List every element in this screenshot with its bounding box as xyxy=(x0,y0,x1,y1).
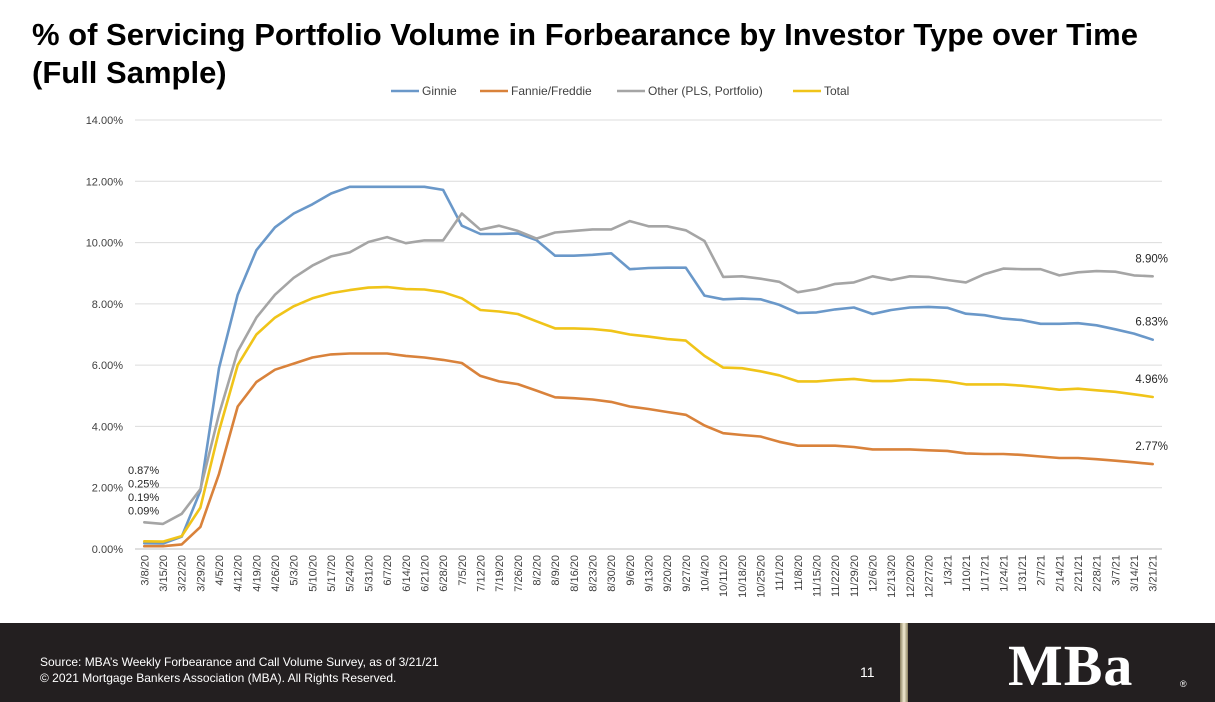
x-tick-label: 1/17/21 xyxy=(980,555,992,592)
x-tick-label: 10/25/20 xyxy=(756,555,768,598)
data-label: 0.09% xyxy=(128,506,159,518)
registered-mark: ® xyxy=(1180,679,1187,689)
x-tick-label: 9/13/20 xyxy=(644,555,656,592)
x-tick-label: 11/1/20 xyxy=(774,555,786,591)
x-tick-label: 9/6/20 xyxy=(625,555,637,586)
x-tick-label: 6/7/20 xyxy=(382,555,394,586)
x-tick-label: 1/24/21 xyxy=(998,555,1010,592)
x-tick-label: 9/20/20 xyxy=(662,555,674,592)
legend-label: Fannie/Freddie xyxy=(511,84,592,98)
x-tick-label: 11/8/20 xyxy=(793,555,805,591)
x-tick-label: 2/14/21 xyxy=(1054,555,1066,592)
x-tick-label: 4/12/20 xyxy=(233,555,245,592)
series-line-fannie-freddie xyxy=(143,352,1154,548)
x-tick-label: 3/15/20 xyxy=(158,555,170,592)
footer-divider-bar xyxy=(900,623,908,702)
x-tick-label: 12/20/20 xyxy=(905,555,917,598)
series-line-other-pls-portfolio xyxy=(143,212,1154,526)
x-tick-label: 2/7/21 xyxy=(1036,555,1048,586)
x-tick-label: 8/9/20 xyxy=(550,555,562,586)
data-label: 0.25% xyxy=(128,479,159,491)
x-tick-label: 9/27/20 xyxy=(681,555,693,592)
x-tick-label: 7/26/20 xyxy=(513,555,525,592)
footer: Source: MBA’s Weekly Forbearance and Cal… xyxy=(0,623,1215,702)
y-tick-label: 10.00% xyxy=(86,238,124,250)
series-lines xyxy=(143,185,1154,548)
x-tick-label: 5/17/20 xyxy=(326,555,338,592)
series-line-total xyxy=(143,285,1154,543)
x-tick-label: 4/26/20 xyxy=(270,555,282,592)
y-tick-label: 2.00% xyxy=(92,483,123,495)
title-line-2: (Full Sample) xyxy=(32,55,227,90)
page-number: 11 xyxy=(860,664,875,680)
x-tick-label: 12/6/20 xyxy=(868,555,880,592)
x-tick-label: 5/3/20 xyxy=(289,555,301,586)
x-tick-label: 8/2/20 xyxy=(531,555,543,586)
slide-title: % of Servicing Portfolio Volume in Forbe… xyxy=(32,16,1202,92)
x-tick-label: 6/14/20 xyxy=(401,555,413,592)
x-tick-label: 1/3/21 xyxy=(942,555,954,586)
y-tick-label: 6.00% xyxy=(92,360,123,372)
data-label: 0.19% xyxy=(128,492,159,504)
x-tick-label: 1/10/21 xyxy=(961,555,973,592)
title-line-1: % of Servicing Portfolio Volume in Forbe… xyxy=(32,17,1138,52)
x-tick-label: 2/21/21 xyxy=(1073,555,1085,592)
x-tick-label: 12/13/20 xyxy=(886,555,898,598)
data-label: 2.77% xyxy=(1135,441,1168,453)
x-tick-label: 3/21/21 xyxy=(1148,555,1160,592)
forbearance-line-chart: 0.00% 2.00% 4.00% 6.00% 8.00% 10.00% 12.00% 14.… xyxy=(86,84,1168,598)
x-tick-label: 6/28/20 xyxy=(438,555,450,592)
x-tick-label: 11/22/20 xyxy=(830,555,842,597)
data-labels: 0.87% 0.25%0.19% 0.09% 8.90% 6.83% 4.96% 2.77% xyxy=(128,253,1168,517)
legend-label: Ginnie xyxy=(422,84,457,98)
x-tick-label: 8/30/20 xyxy=(606,555,618,592)
x-tick-label: 8/23/20 xyxy=(587,555,599,592)
x-tick-label: 3/8/20 xyxy=(139,555,151,586)
x-tick-label: 3/22/20 xyxy=(177,555,189,592)
footer-source: Source: MBA’s Weekly Forbearance and Cal… xyxy=(40,654,439,686)
series-line-ginnie xyxy=(143,185,1154,545)
x-tick-label: 10/18/20 xyxy=(737,555,749,598)
x-tick-label: 1/31/21 xyxy=(1017,555,1029,592)
x-tick-label: 7/5/20 xyxy=(457,555,469,586)
y-tick-label: 8.00% xyxy=(92,299,123,311)
legend: Ginnie Fannie/Freddie Other (PLS, Portfoli… xyxy=(391,84,849,98)
x-tick-label: 3/7/21 xyxy=(1110,555,1122,586)
y-axis-ticks: 0.00% 2.00% 4.00% 6.00% 8.00% 10.00% 12.00% 14.… xyxy=(86,115,124,556)
y-tick-label: 4.00% xyxy=(92,421,123,433)
copyright-text: © 2021 Mortgage Bankers Association (MBA… xyxy=(40,671,397,685)
x-tick-label: 11/29/20 xyxy=(849,555,861,597)
source-text: Source: MBA’s Weekly Forbearance and Cal… xyxy=(40,655,439,669)
x-tick-label: 3/29/20 xyxy=(195,555,207,592)
data-label: 6.83% xyxy=(1135,317,1168,329)
x-tick-label: 4/19/20 xyxy=(251,555,263,592)
x-tick-label: 10/4/20 xyxy=(700,555,712,592)
x-tick-label: 12/27/20 xyxy=(924,555,936,598)
y-tick-label: 14.00% xyxy=(86,115,124,127)
data-label: 0.87% xyxy=(128,465,159,477)
x-tick-label: 5/10/20 xyxy=(307,555,319,592)
legend-label: Other (PLS, Portfolio) xyxy=(648,84,763,98)
y-tick-label: 12.00% xyxy=(86,176,124,188)
mba-logo: MBa xyxy=(1008,633,1134,698)
x-axis-ticks: 3/8/20 3/15/20 3/22/20 3/29/20 4/5/20 4/12/20… xyxy=(139,555,1159,598)
x-tick-label: 3/14/21 xyxy=(1129,555,1141,592)
x-tick-label: 10/11/20 xyxy=(718,555,730,597)
data-label: 4.96% xyxy=(1135,374,1168,386)
x-tick-label: 5/24/20 xyxy=(345,555,357,592)
x-tick-label: 2/28/21 xyxy=(1092,555,1104,592)
x-tick-label: 4/5/20 xyxy=(214,555,226,586)
gridlines xyxy=(135,119,1162,550)
legend-label: Total xyxy=(824,84,849,98)
x-tick-label: 7/19/20 xyxy=(494,555,506,592)
x-tick-label: 11/15/20 xyxy=(812,555,824,597)
data-label: 8.90% xyxy=(1135,253,1168,265)
x-tick-label: 5/31/20 xyxy=(363,555,375,592)
x-tick-label: 6/21/20 xyxy=(419,555,431,592)
y-tick-label: 0.00% xyxy=(92,544,123,556)
x-tick-label: 7/12/20 xyxy=(475,555,487,592)
x-tick-label: 8/16/20 xyxy=(569,555,581,592)
